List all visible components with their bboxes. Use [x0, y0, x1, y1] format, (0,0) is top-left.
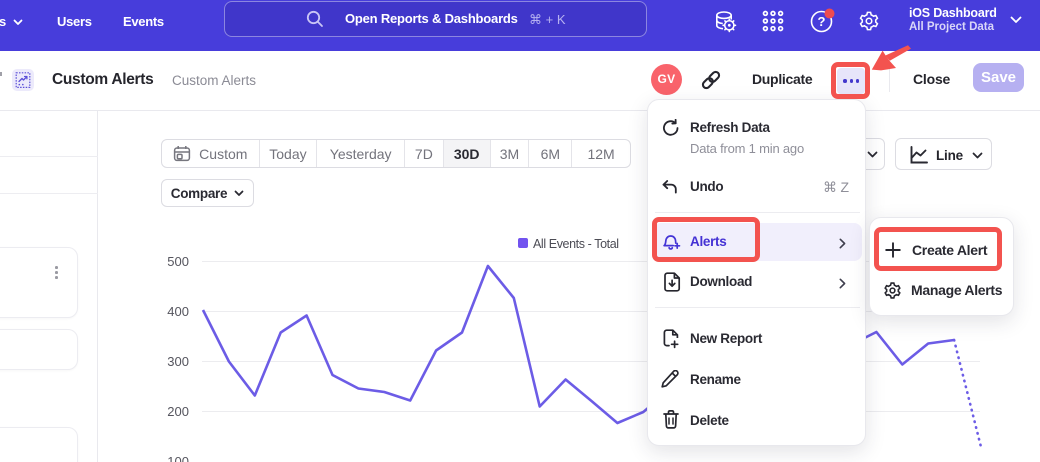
svg-text:?: ?: [818, 14, 826, 29]
